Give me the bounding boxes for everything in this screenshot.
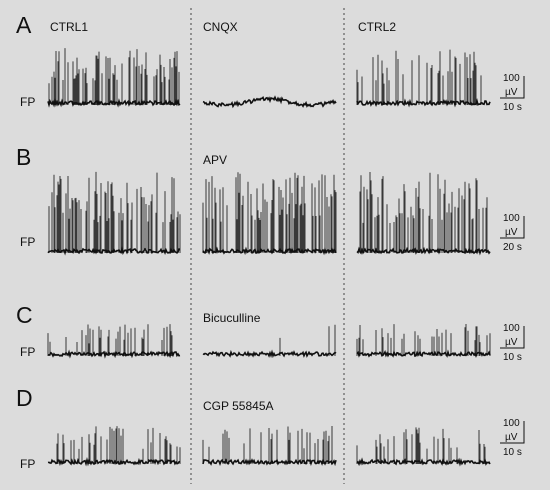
scale-bracket-c [500,326,525,349]
trace-d1 [47,426,181,467]
trace-baseline [202,349,337,359]
condition-label-d2: CGP 55845A [203,399,274,413]
trace-b3 [356,172,491,256]
scale-time-a: 10 s [503,102,522,113]
scale-bar-b: 100 µV 20 s [500,213,525,253]
condition-label-a2: CNQX [203,20,238,34]
panel-letter-d: D [16,385,33,411]
trace-baseline [202,95,337,109]
trace-spikes [202,172,337,253]
trace-spikes [356,427,486,464]
trace-d3 [356,427,491,467]
scale-amplitude-d: 100 [503,418,520,429]
trace-baseline [47,349,181,359]
trace-c1 [47,324,181,359]
condition-label-c2: Bicuculline [203,311,261,325]
trace-a1 [47,48,181,108]
trace-c2 [202,324,337,359]
row-label-a: FP [20,95,35,109]
trace-b1 [47,171,181,256]
row-label-d: FP [20,457,35,471]
trace-d2 [202,426,337,467]
condition-label-a3: CTRL2 [358,20,396,34]
trace-spikes [356,49,482,105]
panel-letter-a: A [16,12,32,38]
trace-spikes [48,171,181,253]
scale-unit-a: µV [505,87,518,98]
trace-spikes [359,172,488,253]
trace-b2 [202,172,337,256]
scale-bracket-b [500,216,525,239]
panel-letter-b: B [16,144,31,170]
panel-b: B FP APV 100 µV 20 s [16,144,525,256]
scale-unit-c: µV [505,337,518,348]
panel-d: D FP CGP 55845A 100 µV 10 s [16,385,525,471]
scale-time-b: 20 s [503,242,522,253]
trace-baseline [202,246,337,256]
panel-letter-c: C [16,302,33,328]
scale-time-d: 10 s [503,447,522,458]
trace-spikes [48,48,180,105]
condition-label-b2: APV [203,153,227,167]
scale-unit-b: µV [505,227,518,238]
scale-bar-d: 100 µV 10 s [500,418,525,458]
panel-a: A FP CTRL1 CNQX CTRL2 100 µV 10 s [16,12,525,113]
scale-bracket-d [500,421,525,444]
trace-spikes [202,426,333,464]
scale-amplitude-a: 100 [503,73,520,84]
scale-time-c: 10 s [503,352,522,363]
trace-spikes [356,324,491,356]
scale-unit-d: µV [505,432,518,443]
panel-c: C FP Bicuculline 100 µV 10 s [16,302,525,363]
row-label-c: FP [20,345,35,359]
scale-amplitude-b: 100 [503,213,520,224]
scale-amplitude-c: 100 [503,323,520,334]
row-label-b: FP [20,235,35,249]
scale-bar-a: 100 µV 10 s [500,73,525,113]
scale-bar-c: 100 µV 10 s [500,323,525,363]
trace-spikes [56,426,181,464]
trace-a2 [202,95,337,109]
scale-bracket-a [500,76,525,99]
trace-a3 [356,49,491,108]
trace-spikes [47,324,173,356]
trace-c3 [356,324,491,358]
condition-label-a1: CTRL1 [50,20,88,34]
trace-baseline [356,457,491,467]
trace-spikes [279,324,336,356]
